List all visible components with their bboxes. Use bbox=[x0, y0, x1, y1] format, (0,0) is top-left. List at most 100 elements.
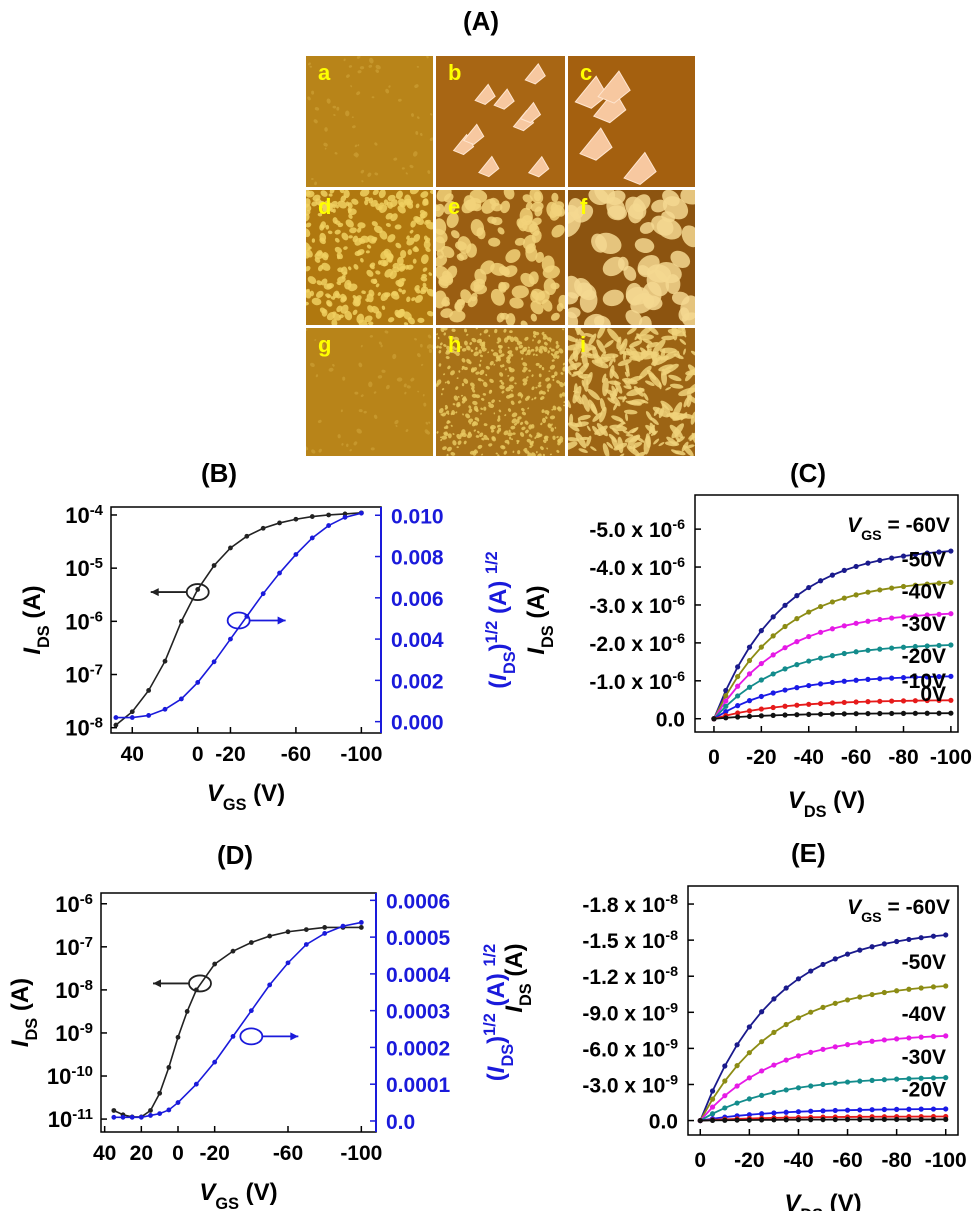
data-point bbox=[869, 944, 875, 950]
x-tick-label: -100 bbox=[930, 746, 972, 769]
data-point bbox=[260, 591, 266, 597]
y-right-tick-label: 0.004 bbox=[391, 629, 444, 652]
data-point bbox=[841, 567, 847, 573]
afm-tile-label: i bbox=[580, 332, 587, 357]
data-point bbox=[829, 626, 836, 632]
data-point bbox=[759, 1039, 765, 1045]
data-point bbox=[943, 1033, 949, 1039]
data-point bbox=[881, 1116, 887, 1123]
data-point bbox=[844, 997, 851, 1003]
data-point bbox=[771, 1089, 777, 1096]
data-point bbox=[877, 698, 883, 704]
data-point bbox=[844, 1079, 851, 1085]
y-tick-label: -1.2 x 10-8 bbox=[582, 964, 678, 989]
data-point bbox=[293, 552, 299, 557]
x-tick-label: -60 bbox=[841, 746, 871, 769]
series-label: VGS = -60V bbox=[847, 896, 950, 926]
y-tick-label: -9.0 x 10-9 bbox=[582, 1000, 678, 1025]
data-point bbox=[175, 1100, 181, 1105]
x-tick-label: 40 bbox=[121, 743, 144, 766]
afm-texture bbox=[436, 328, 565, 456]
data-point bbox=[936, 580, 942, 586]
data-point bbox=[918, 1034, 924, 1040]
data-point bbox=[820, 1116, 826, 1123]
data-point bbox=[770, 614, 776, 620]
x-tick-label: -20 bbox=[746, 746, 776, 769]
data-point bbox=[865, 699, 871, 705]
data-point bbox=[746, 1075, 752, 1081]
x-tick-label: -80 bbox=[888, 746, 918, 769]
data-point bbox=[930, 1033, 937, 1040]
data-point bbox=[166, 1065, 172, 1070]
y-left-tick-label: 10-8 bbox=[55, 976, 93, 1003]
y-right-tick-label: 0.0001 bbox=[386, 1074, 451, 1097]
y-left-tick-label: 10-6 bbox=[65, 608, 103, 635]
data-point bbox=[889, 698, 895, 704]
data-point bbox=[211, 659, 217, 665]
series-label: -30V bbox=[902, 613, 946, 636]
data-point bbox=[943, 932, 949, 938]
y-left-tick-label: 10-7 bbox=[65, 661, 103, 688]
data-point bbox=[936, 673, 942, 680]
data-point bbox=[924, 674, 930, 680]
data-point bbox=[758, 660, 764, 667]
x-tick-label: 20 bbox=[130, 1142, 153, 1165]
data-point bbox=[129, 709, 135, 715]
x-tick-label: -60 bbox=[273, 1142, 303, 1165]
afm-texture bbox=[574, 70, 657, 186]
data-point bbox=[900, 710, 907, 716]
data-point bbox=[771, 1062, 777, 1068]
data-point bbox=[113, 715, 119, 720]
data-point bbox=[722, 1078, 728, 1084]
data-point bbox=[735, 673, 741, 680]
data-point bbox=[806, 701, 812, 707]
data-point bbox=[877, 646, 883, 652]
series-label: -40V bbox=[902, 1003, 946, 1026]
data-point bbox=[930, 984, 937, 990]
data-point bbox=[759, 1092, 765, 1099]
data-point bbox=[881, 941, 887, 947]
data-point bbox=[771, 1117, 777, 1123]
data-point bbox=[906, 1116, 912, 1123]
afm-texture bbox=[568, 328, 695, 456]
data-point bbox=[894, 988, 900, 994]
data-point bbox=[889, 555, 895, 561]
data-point bbox=[758, 706, 764, 712]
y-right-tick-label: 0.0002 bbox=[386, 1037, 450, 1060]
data-point bbox=[795, 1117, 802, 1123]
data-point bbox=[808, 968, 814, 974]
data-point bbox=[248, 940, 254, 945]
y-tick-label: -1.8 x 10-8 bbox=[582, 892, 678, 917]
data-point bbox=[195, 680, 201, 685]
y-tick-label: -2.0 x 10-6 bbox=[589, 631, 685, 656]
data-point bbox=[930, 1116, 937, 1123]
data-point bbox=[794, 685, 800, 691]
y-right-axis-label: (IDS)1/2 (A) 1/2 bbox=[481, 944, 517, 1081]
data-point bbox=[820, 1004, 826, 1010]
data-point bbox=[746, 684, 753, 690]
y-right-tick-label: 0.0006 bbox=[386, 890, 450, 913]
data-point bbox=[806, 609, 812, 615]
afm-tile-label: e bbox=[448, 194, 461, 219]
y-left-tick-label: 10-6 bbox=[55, 890, 93, 917]
data-point bbox=[734, 1083, 740, 1089]
data-point bbox=[794, 593, 800, 599]
data-point bbox=[832, 1044, 838, 1050]
data-point bbox=[723, 698, 729, 704]
y-left-axis-label: IDS (A) bbox=[7, 978, 41, 1047]
afm-tile-label: c bbox=[580, 60, 593, 85]
data-point bbox=[924, 550, 930, 556]
data-point bbox=[853, 620, 859, 626]
series-label: -20V bbox=[902, 645, 946, 668]
annotation-circle bbox=[239, 1027, 264, 1046]
data-point bbox=[794, 662, 800, 668]
y-tick-label: -3.0 x 10-6 bbox=[589, 593, 685, 618]
data-point bbox=[783, 1087, 789, 1093]
data-point bbox=[877, 557, 883, 563]
chart-title: (C) bbox=[790, 458, 826, 488]
chart-title: (D) bbox=[217, 840, 253, 870]
data-point bbox=[829, 653, 836, 659]
